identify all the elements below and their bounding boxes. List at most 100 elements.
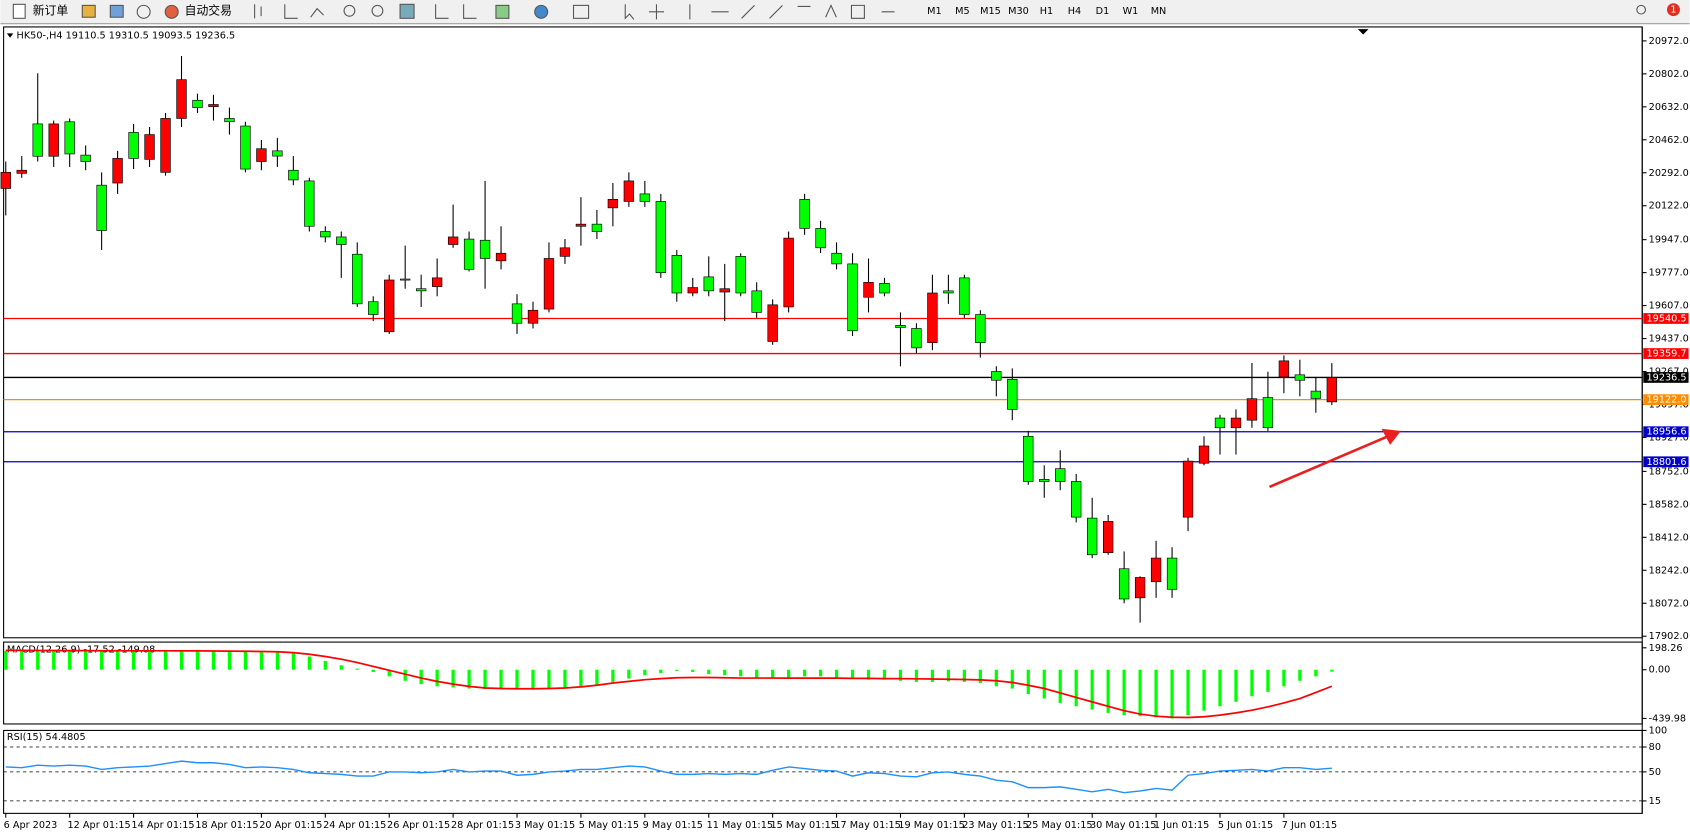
candle-body bbox=[847, 263, 858, 332]
y-tick-label: 20972.0 bbox=[1649, 36, 1689, 47]
y-tick-label: 80 bbox=[1649, 742, 1661, 753]
macd-bar bbox=[291, 653, 295, 670]
arrow-head bbox=[1381, 428, 1401, 445]
x-tick-label: 19 May 01:15 bbox=[898, 820, 964, 831]
icon[interactable] bbox=[12, 3, 26, 19]
timeframe-button[interactable]: H1 bbox=[1040, 6, 1053, 17]
candle-body bbox=[32, 123, 43, 157]
candle-body bbox=[415, 288, 427, 292]
icon[interactable] bbox=[343, 4, 356, 17]
icon[interactable] bbox=[1636, 4, 1646, 15]
candle-body bbox=[1294, 374, 1306, 381]
notification-badge[interactable] bbox=[1666, 3, 1680, 17]
icon[interactable] bbox=[435, 4, 477, 19]
y-tick-label: 20632.0 bbox=[1649, 102, 1689, 113]
candle-body bbox=[0, 172, 11, 189]
timeframe-button[interactable]: M30 bbox=[1008, 6, 1029, 17]
icon[interactable] bbox=[81, 4, 96, 18]
candle-body bbox=[288, 169, 299, 181]
x-tick-label: 9 May 01:15 bbox=[643, 820, 703, 831]
timeframe-button[interactable]: D1 bbox=[1096, 6, 1110, 17]
macd-bar bbox=[483, 669, 487, 690]
x-tick-label: 25 May 01:15 bbox=[1026, 820, 1092, 831]
candle-body bbox=[495, 252, 507, 262]
candle-body bbox=[991, 371, 1002, 381]
timeframe-button[interactable]: M5 bbox=[955, 6, 970, 17]
y-tick-label: 15 bbox=[1649, 796, 1661, 807]
icon[interactable] bbox=[164, 4, 179, 19]
timeframe-button[interactable]: M1 bbox=[927, 6, 942, 17]
toolbar-button[interactable]: 新订单 bbox=[33, 3, 69, 17]
candle-body bbox=[1326, 377, 1338, 403]
macd-bar bbox=[707, 669, 711, 675]
icon[interactable] bbox=[371, 4, 384, 17]
rsi-header: RSI(15) 54.4805 bbox=[7, 732, 86, 743]
macd-bar bbox=[1106, 669, 1110, 713]
candle-body bbox=[240, 125, 251, 170]
timeframe-button[interactable]: M15 bbox=[980, 6, 1001, 17]
candle-body bbox=[1071, 481, 1082, 518]
timeframe-button[interactable]: H4 bbox=[1068, 6, 1081, 17]
icon[interactable] bbox=[254, 4, 324, 19]
signal-line bbox=[5, 649, 1333, 719]
macd-bar bbox=[802, 669, 807, 677]
macd-bar bbox=[1330, 669, 1334, 672]
icon[interactable] bbox=[136, 4, 151, 19]
macd-bar bbox=[1170, 669, 1174, 719]
candle-body bbox=[336, 236, 347, 245]
timeframe-button[interactable]: MN bbox=[1151, 6, 1167, 17]
macd-bar bbox=[659, 669, 663, 674]
icon[interactable] bbox=[495, 4, 510, 19]
candle-body bbox=[655, 201, 666, 273]
x-tick-label: 1 Jun 01:15 bbox=[1154, 820, 1209, 831]
icon[interactable] bbox=[534, 4, 549, 19]
candle-body bbox=[543, 258, 555, 310]
candle-body bbox=[256, 148, 267, 162]
macd-bar bbox=[259, 651, 264, 670]
candle-body bbox=[1278, 360, 1290, 378]
macd-bar bbox=[962, 669, 966, 682]
candle-body bbox=[911, 328, 922, 349]
level-label-box bbox=[1643, 348, 1689, 359]
macd-bar bbox=[643, 669, 647, 676]
macd-bar bbox=[1314, 669, 1318, 677]
x-tick-label: 14 Apr 01:15 bbox=[131, 820, 194, 831]
toolbar bbox=[0, 0, 1690, 24]
macd-bar bbox=[579, 669, 583, 688]
candle-body bbox=[272, 150, 283, 157]
candle-body bbox=[479, 239, 491, 259]
macd-bar bbox=[627, 669, 631, 679]
macd-bar bbox=[1138, 669, 1142, 717]
y-tick-label: 0.00 bbox=[1649, 665, 1671, 676]
level-label-box bbox=[1643, 394, 1689, 406]
y-tick-label: 17902.0 bbox=[1649, 631, 1689, 642]
y-tick-label: 18242.0 bbox=[1649, 565, 1689, 576]
candle-body bbox=[607, 199, 619, 209]
x-tick-label: 28 Apr 01:15 bbox=[451, 820, 514, 831]
y-tick-label: 18412.0 bbox=[1649, 532, 1689, 543]
macd-bar bbox=[1010, 669, 1014, 689]
candle-body bbox=[527, 309, 539, 324]
icon[interactable] bbox=[109, 4, 124, 18]
y-tick-label: 19267.0 bbox=[1649, 367, 1689, 378]
macd-bar bbox=[1266, 669, 1270, 692]
candle-body bbox=[1246, 398, 1258, 421]
macd-bar bbox=[451, 669, 455, 688]
y-tick-label: 19607.0 bbox=[1649, 301, 1689, 312]
candle-body bbox=[1262, 397, 1274, 429]
icon[interactable] bbox=[399, 3, 415, 19]
candle-body bbox=[1230, 417, 1242, 429]
macd-bar bbox=[1026, 669, 1030, 695]
candle-body bbox=[352, 253, 363, 305]
timeframe-button[interactable]: W1 bbox=[1123, 6, 1139, 17]
toolbar-button[interactable]: 自动交易 bbox=[185, 3, 232, 17]
candle-body bbox=[112, 158, 123, 184]
icon[interactable] bbox=[572, 4, 590, 19]
macd-bar bbox=[1298, 669, 1302, 681]
candle-body bbox=[1102, 521, 1114, 553]
icon[interactable] bbox=[624, 4, 895, 20]
macd-bar bbox=[531, 669, 535, 690]
macd-bar bbox=[866, 669, 871, 680]
candle-body bbox=[623, 180, 635, 202]
